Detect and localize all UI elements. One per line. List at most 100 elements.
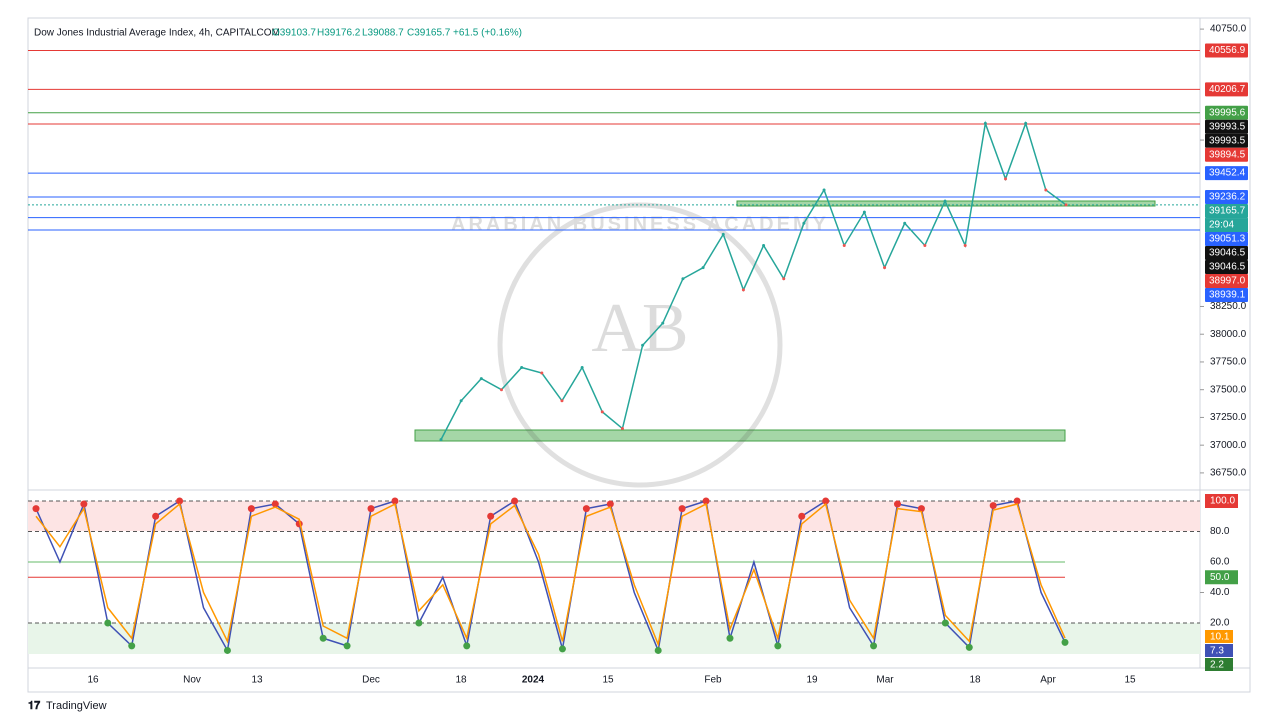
x-tick-label: Feb [704,675,722,686]
price-point [963,243,967,247]
osc-label-bg [1205,494,1238,508]
osc-tick-label: 80.0 [1210,526,1230,537]
price-point [842,243,846,247]
price-point [923,243,927,247]
osc-signal [128,642,136,650]
ohlc-close: C39165.7 [407,28,451,39]
level-label: 39051.3 [1209,234,1246,245]
level-label: 40556.9 [1209,45,1246,56]
osc-current-label: 2.2 [1210,660,1224,671]
level-label-bg [1205,105,1248,120]
osc-signal [965,643,973,651]
ohlc-change: +61.5 (+0.16%) [453,28,522,39]
level-label: 39993.5 [1209,135,1246,146]
level-label-bg [1205,232,1248,247]
osc-current-bg [1205,644,1233,657]
y-tick-label: 37500.0 [1210,384,1247,395]
osc-signal [870,642,878,650]
osc-signal [798,512,806,520]
osc-signal [319,634,327,642]
price-point [1044,188,1048,192]
price-point [983,121,987,125]
countdown-bg [1205,218,1248,233]
osc-signal [774,642,782,650]
price-point [620,427,624,431]
osc-signal [104,619,112,627]
level-label-bg [1205,82,1248,97]
osc-signal [152,512,160,520]
osc-signal [822,497,830,505]
osc-signal [893,500,901,508]
level-label: 39165.7 [1209,206,1246,217]
osc-signal [989,502,997,510]
osc-signal [247,505,255,513]
osc-signal [80,500,88,508]
x-tick-label: 18 [455,675,467,686]
osc-signal [511,497,519,505]
y-tick-label: 36750.0 [1210,468,1247,479]
y-tick-label: 37000.0 [1210,440,1247,451]
osc-tick-label: 40.0 [1210,587,1230,598]
price-point [479,377,483,381]
osc-signal [32,505,40,513]
level-label-bg [1205,288,1248,303]
price-point [741,288,745,292]
level-label-bg [1205,204,1248,219]
level-label-bg [1205,166,1248,181]
footer-logo: 𝟏𝟕 [28,700,41,712]
price-point [1024,121,1028,125]
level-label: 38939.1 [1209,290,1246,301]
price-point [580,366,584,369]
x-tick-label: 2024 [522,675,545,686]
price-point [862,210,866,214]
osc-signal [223,646,231,654]
price-point [540,371,544,375]
price-point [560,399,564,403]
price-point [1064,203,1068,207]
level-label-bg [1205,260,1248,275]
osc-tick-label: 100.0 [1210,496,1235,507]
level-label: 40206.7 [1209,84,1246,95]
symbol-title: Dow Jones Industrial Average Index, 4h, … [34,28,280,39]
price-point [641,343,645,347]
price-point [762,243,766,247]
x-tick-label: 13 [251,675,263,686]
x-tick-label: Dec [362,675,380,686]
price-point [822,188,826,192]
level-label-bg [1205,246,1248,261]
osc-tick-label: 20.0 [1210,618,1230,629]
price-point [701,266,705,270]
price-point [439,438,443,442]
level-label: 38997.0 [1209,276,1246,287]
osc-current-bg [1205,630,1233,643]
oversold-zone [28,623,1200,654]
osc-signal [1061,638,1069,646]
osc-tick-label: 50.0 [1210,572,1230,583]
osc-line [35,502,1066,648]
osc-signal [702,497,710,505]
y-tick-label: 37750.0 [1210,357,1247,368]
y-tick-label: 38000.0 [1210,329,1247,340]
x-tick-label: 15 [1124,675,1136,686]
level-label-bg [1205,147,1248,162]
price-point [1004,177,1008,181]
osc-signal [678,505,686,513]
osc-current-label: 7.3 [1210,646,1224,657]
price-line [440,120,1067,440]
y-tick-label: 40750.0 [1210,24,1247,35]
level-label: 39046.5 [1209,262,1246,273]
x-tick-label: 18 [969,675,981,686]
price-point [721,232,725,236]
level-label: 39995.6 [1209,107,1246,118]
osc-signal [271,500,279,508]
osc-signal [606,500,614,508]
price-point [499,388,503,392]
level-label-bg [1205,133,1248,148]
x-tick-label: Nov [183,675,201,686]
price-point [600,410,604,414]
price-point [802,221,806,225]
osc-signal [941,619,949,627]
price-point [903,221,907,225]
osc-signal [391,497,399,505]
osc-signal [1013,497,1021,505]
